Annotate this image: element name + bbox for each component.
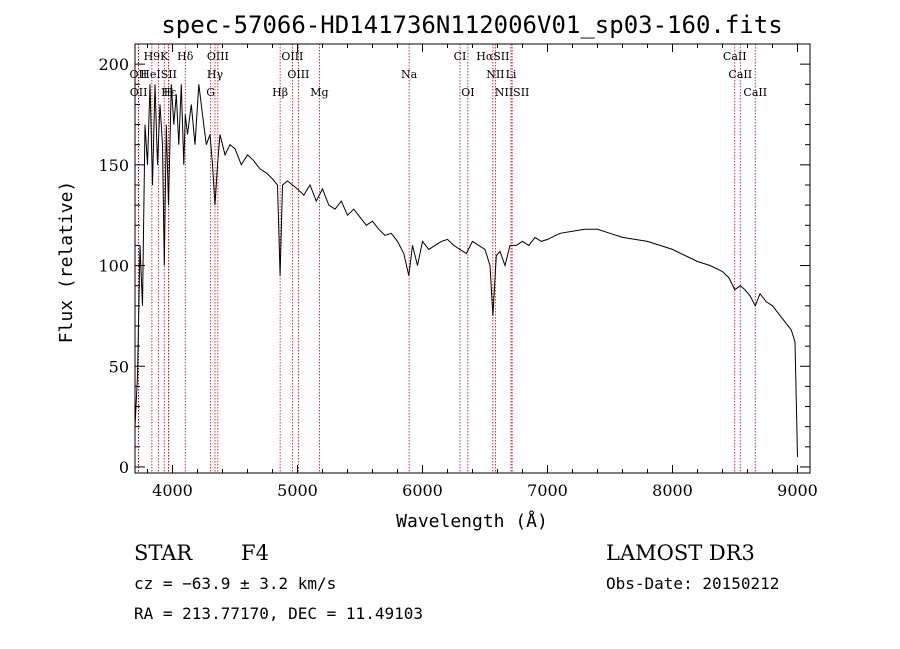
x-tick-label: 8000 bbox=[652, 481, 693, 500]
line-label-20: Hβ bbox=[272, 86, 288, 99]
object-class: STAR bbox=[134, 541, 193, 565]
y-tick-label: 200 bbox=[98, 55, 129, 74]
line-label-17: Hε bbox=[161, 86, 177, 99]
line-label-12: Na bbox=[401, 68, 418, 81]
y-tick-label: 150 bbox=[98, 156, 129, 175]
ra-dec: RA = 213.77170, DEC = 11.49103 bbox=[134, 604, 423, 623]
x-tick-label: 5000 bbox=[277, 481, 318, 500]
x-tick-label: 4000 bbox=[152, 481, 193, 500]
line-label-23: NIISII bbox=[495, 86, 530, 99]
line-label-16: OII bbox=[130, 86, 148, 99]
x-tick-label: 7000 bbox=[527, 481, 568, 500]
line-label-4: OIII bbox=[281, 50, 303, 63]
line-label-11: OIII bbox=[287, 68, 309, 81]
line-label-15: CaII bbox=[728, 68, 752, 81]
plot-frame bbox=[134, 43, 811, 474]
line-label-0: H9 bbox=[144, 50, 161, 63]
line-label-8: OII bbox=[130, 68, 148, 81]
line-label-21: Mg bbox=[310, 86, 328, 99]
line-label-3: OIII bbox=[207, 50, 229, 63]
redshift-cz: cz = −63.9 ± 3.2 km/s bbox=[134, 574, 336, 593]
line-label-18: H bbox=[164, 86, 174, 99]
line-label-2: Hδ bbox=[177, 50, 194, 63]
line-label-10: Hγ bbox=[207, 68, 224, 81]
chart-title: spec-57066-HD141736N112006V01_sp03-160.f… bbox=[161, 11, 782, 39]
line-label-14: Li bbox=[506, 68, 517, 81]
spectrum-line bbox=[134, 84, 798, 457]
y-tick-label: 50 bbox=[109, 357, 129, 376]
axis-ticks: 4000 5000 6000 7000 8000 9000 0 50 100 150 200 bbox=[98, 44, 818, 500]
observation-date: Obs-Date: 20150212 bbox=[606, 574, 779, 593]
line-label-7: CaII bbox=[723, 50, 747, 63]
line-label-24: CaII bbox=[743, 86, 767, 99]
line-label-9: HeISII bbox=[140, 68, 177, 81]
line-label-13: NII bbox=[486, 68, 504, 81]
y-axis-label: Flux (relative) bbox=[56, 181, 77, 344]
line-label-6: HαSII bbox=[476, 50, 509, 63]
y-tick-label: 0 bbox=[119, 458, 129, 477]
x-axis-label: Wavelength (Å) bbox=[396, 510, 548, 532]
x-tick-label: 9000 bbox=[777, 481, 818, 500]
survey-name: LAMOST DR3 bbox=[606, 541, 755, 565]
line-label-5: CI bbox=[454, 50, 467, 63]
line-label-19: G bbox=[206, 86, 215, 99]
line-label-1: K bbox=[160, 50, 169, 63]
spectral-line-markers bbox=[137, 44, 756, 473]
line-label-22: OI bbox=[461, 86, 474, 99]
object-subclass: F4 bbox=[241, 541, 269, 565]
y-tick-label: 100 bbox=[98, 257, 129, 276]
x-tick-label: 6000 bbox=[402, 481, 443, 500]
